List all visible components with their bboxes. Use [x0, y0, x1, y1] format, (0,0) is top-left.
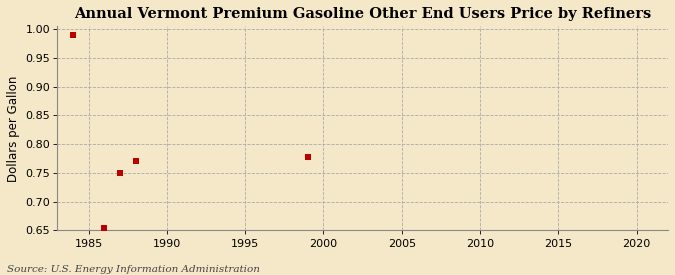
Title: Annual Vermont Premium Gasoline Other End Users Price by Refiners: Annual Vermont Premium Gasoline Other En… — [74, 7, 651, 21]
Point — [302, 155, 313, 159]
Point — [99, 226, 109, 230]
Y-axis label: Dollars per Gallon: Dollars per Gallon — [7, 75, 20, 182]
Point — [68, 33, 78, 37]
Text: Source: U.S. Energy Information Administration: Source: U.S. Energy Information Administ… — [7, 265, 260, 274]
Point — [130, 159, 141, 164]
Point — [115, 171, 126, 175]
